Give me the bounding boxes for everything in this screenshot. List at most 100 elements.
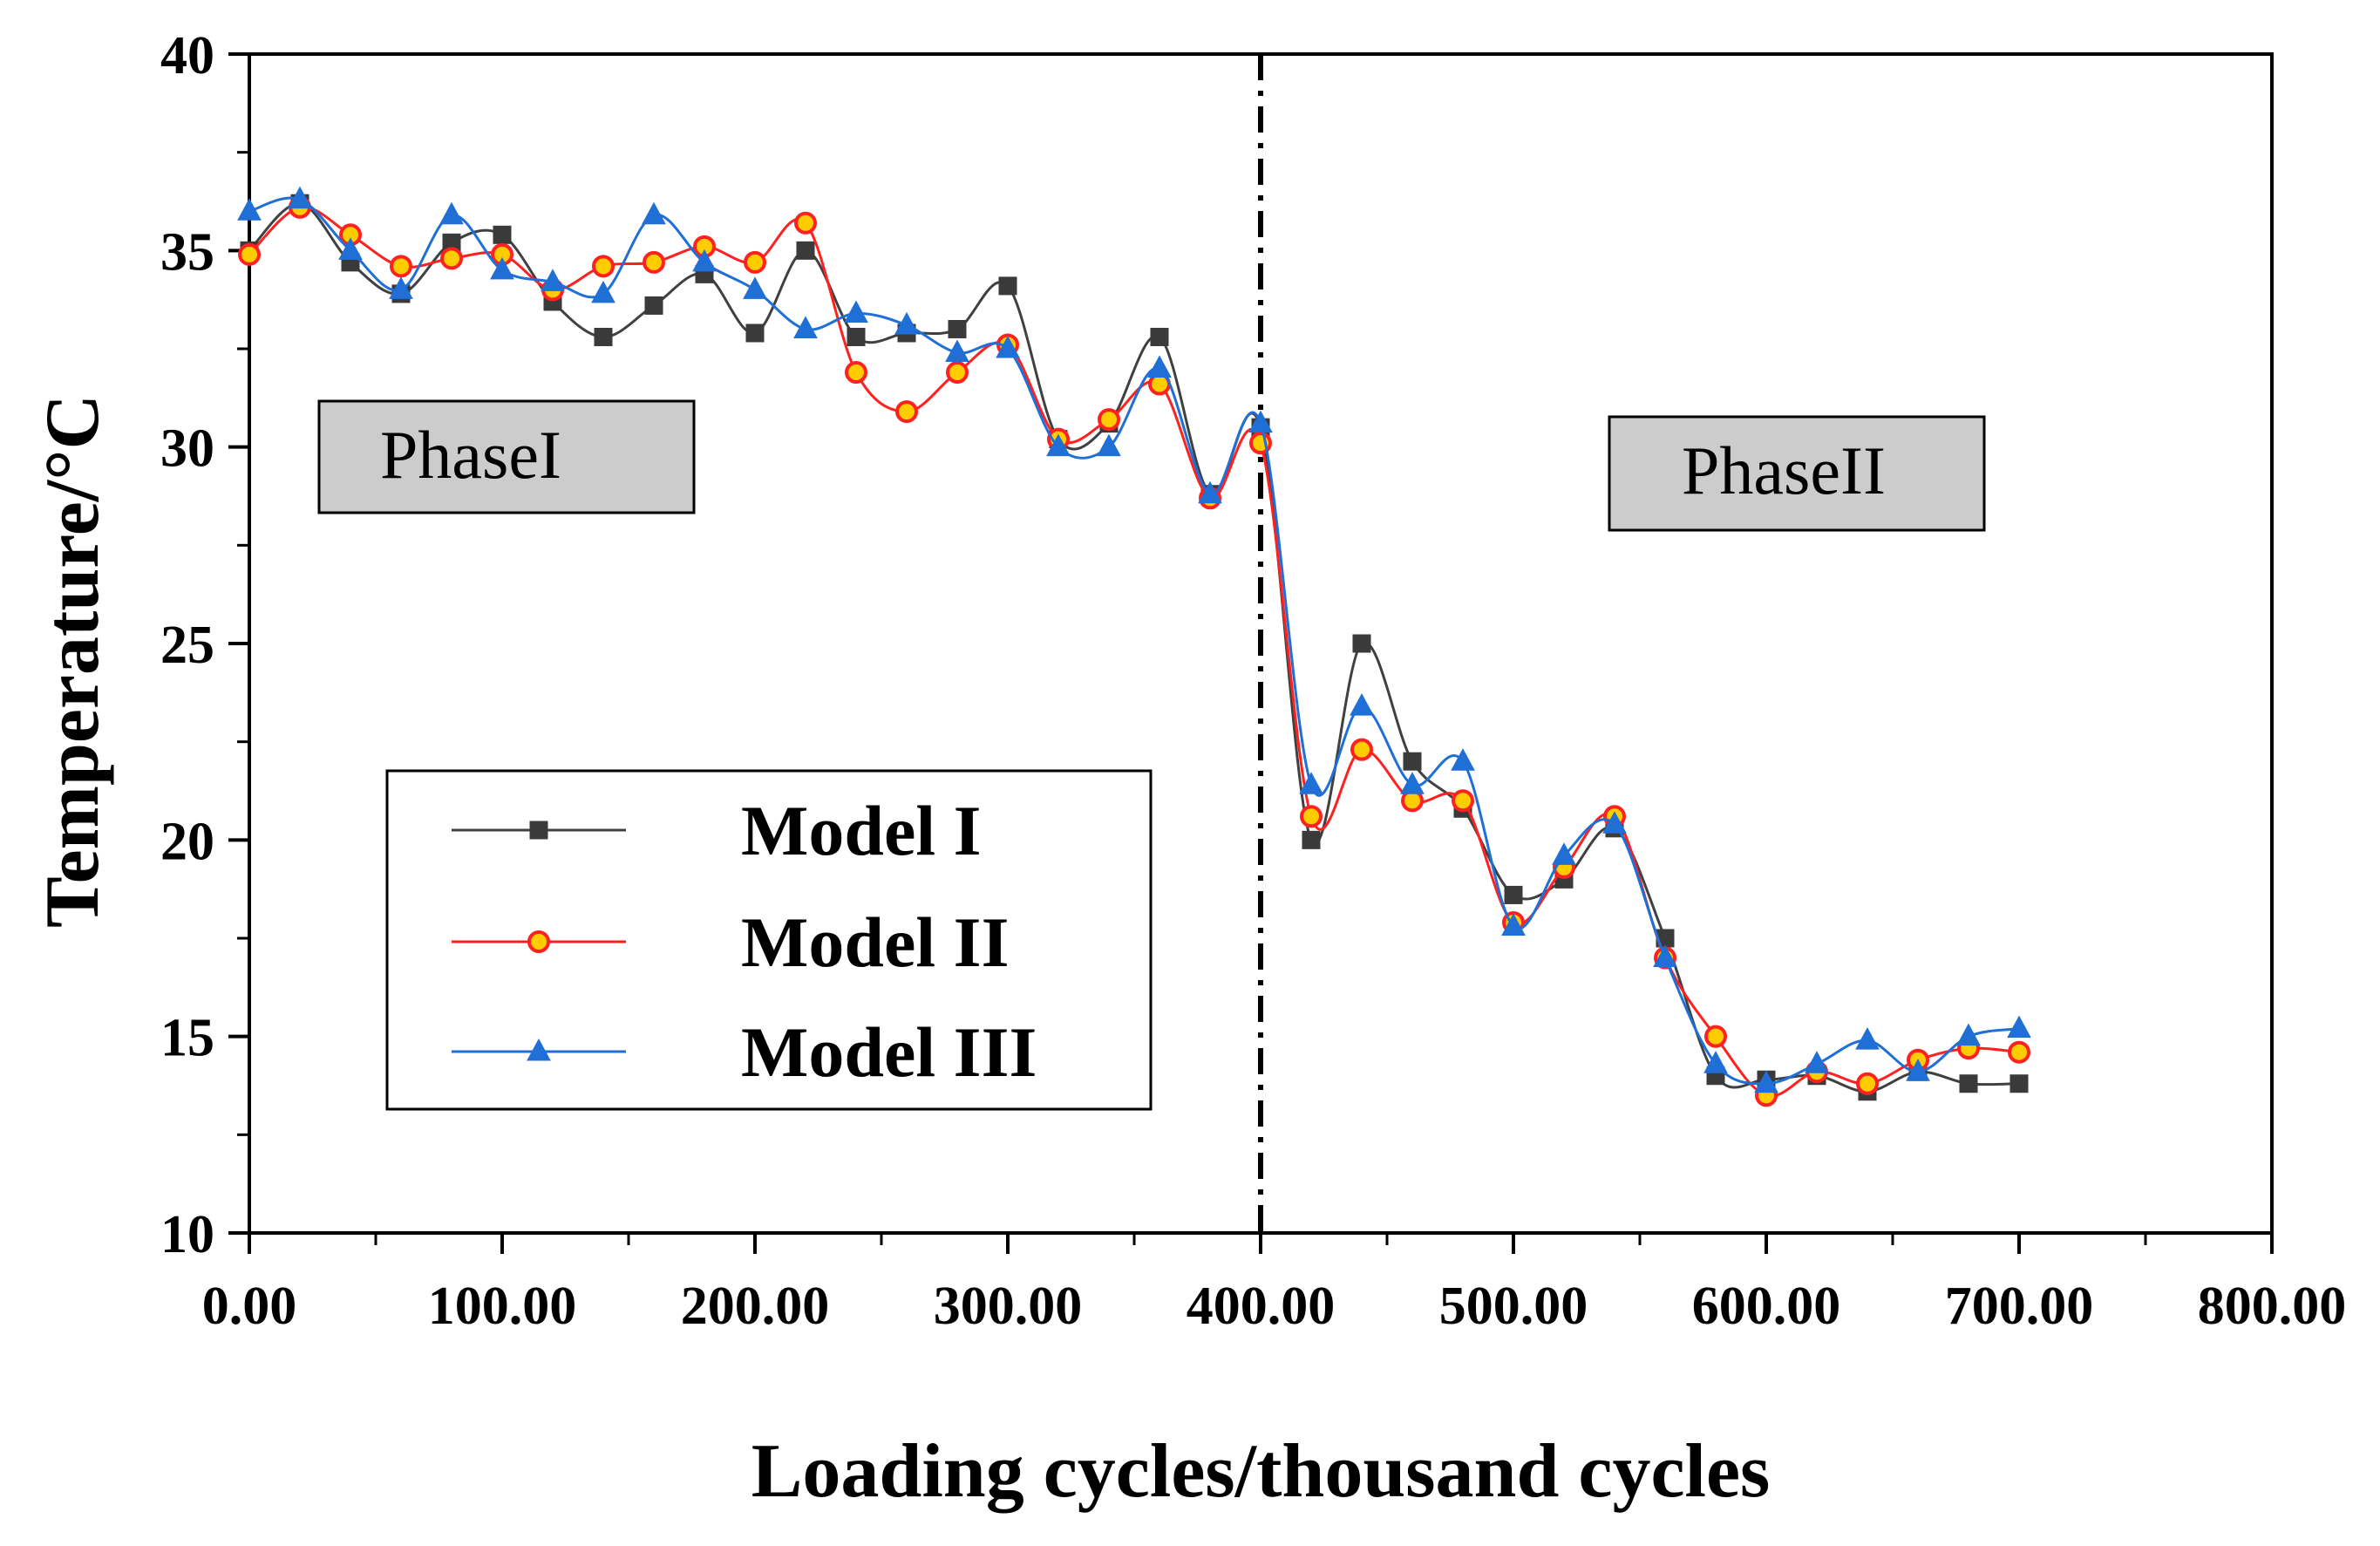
model-ii-point — [1098, 408, 1120, 432]
model-iii-point — [1602, 811, 1627, 834]
model-ii-point — [440, 247, 463, 270]
y-tick-label: 30 — [160, 419, 214, 479]
model-iii-point — [1653, 944, 1677, 968]
model-iii-point — [2007, 1015, 2031, 1039]
model-iii-point — [1754, 1070, 1778, 1093]
phase-2-background — [1608, 415, 1986, 532]
model-iii-point — [1198, 480, 1222, 504]
model-iii-point — [439, 201, 464, 225]
model-iii-point — [541, 269, 565, 291]
y-tick-label: 25 — [160, 616, 214, 675]
model-iii-point — [1147, 355, 1172, 378]
model-i-point — [1959, 1074, 1978, 1093]
legend-swatch-marker — [529, 821, 548, 840]
phase-1-label: PhaseI — [380, 417, 561, 493]
model-iii-point — [1805, 1051, 1829, 1073]
model-i-point — [1150, 327, 1169, 346]
y-tick-label: 10 — [160, 1205, 214, 1264]
model-iii-point — [844, 300, 868, 323]
legend-swatch-marker — [527, 1038, 551, 1061]
x-tick-label: 300.00 — [934, 1277, 1083, 1336]
model-ii-point — [1350, 738, 1373, 761]
model-iii-point — [1501, 913, 1526, 936]
model-iii-point — [945, 339, 969, 363]
model-iii-point — [1703, 1051, 1728, 1073]
legend-label: Model III — [741, 1012, 1037, 1092]
model-iii-point — [743, 276, 767, 299]
model-iii-point — [692, 249, 717, 272]
phase-2-box: PhaseII — [1608, 415, 1986, 532]
model-i-point — [847, 327, 866, 346]
x-axis-title: Loading cycles/thousand cycles — [751, 1429, 1771, 1514]
legend-swatch-marker — [527, 930, 550, 953]
model-iii-point — [1350, 693, 1374, 716]
model-i-point — [1504, 885, 1523, 904]
model-ii-point — [592, 255, 615, 278]
y-tick-label: 40 — [160, 26, 214, 85]
model-ii-point — [946, 361, 969, 385]
model-ii-point — [1704, 1025, 1727, 1048]
model-ii-point — [238, 242, 261, 266]
x-tick-label: 400.00 — [1187, 1277, 1336, 1336]
x-tick-label: 700.00 — [1945, 1277, 2094, 1336]
y-tick-label: 15 — [160, 1009, 214, 1068]
model-iii-point — [1552, 842, 1576, 865]
phase-1-background — [317, 399, 696, 514]
model-i-point — [1302, 830, 1321, 849]
model-iii-point — [1451, 748, 1475, 771]
model-ii-point — [1856, 1072, 1879, 1095]
model-iii-point — [1906, 1059, 1930, 1081]
y-tick-label: 35 — [160, 222, 214, 282]
model-iii-series — [237, 186, 2031, 1093]
axes: 0.00 100.00 200.00 300.00 400.00 500.00 600.00… — [160, 26, 2346, 1336]
model-i-point — [644, 296, 663, 315]
model-iii-point — [237, 198, 262, 221]
model-iii-point — [1046, 433, 1071, 457]
model-i-point — [948, 319, 967, 338]
phase-2-label: PhaseII — [1682, 432, 1886, 508]
model-ii-point — [2008, 1040, 2030, 1064]
model-iii-point — [490, 256, 514, 280]
model-ii-point — [794, 211, 817, 235]
model-iii-point — [1400, 772, 1425, 794]
model-iii-point — [996, 335, 1020, 358]
x-tick-label: 600.00 — [1692, 1277, 1841, 1336]
x-tick-label: 100.00 — [428, 1277, 577, 1336]
model-iii-point — [591, 280, 615, 303]
legend-label: Model II — [741, 902, 1010, 982]
y-axis-title: Temperature/°C — [31, 394, 115, 928]
x-tick-label: 500.00 — [1439, 1277, 1588, 1336]
model-iii-point — [894, 311, 919, 335]
phase-annotations: PhaseI PhaseII — [317, 399, 1986, 532]
phase-1-box: PhaseI — [317, 399, 696, 514]
model-ii-point — [895, 400, 918, 424]
model-i-point — [796, 241, 815, 260]
model-i-point — [1352, 634, 1371, 653]
model-iii-point — [1248, 410, 1273, 433]
model-iii-point — [288, 186, 312, 209]
model-ii-point — [1300, 805, 1323, 828]
legend-entry-model-i: Model I — [452, 791, 982, 870]
axis-titles: Loading cycles/thousand cycles Temperatur… — [31, 394, 1770, 1514]
model-ii-point — [643, 250, 665, 274]
model-ii-point — [1452, 789, 1474, 813]
model-iii-point — [1299, 772, 1323, 794]
model-iii-point — [1956, 1023, 1981, 1046]
model-i-point — [1403, 752, 1422, 771]
legend: Model I Model II Model III — [385, 769, 1153, 1111]
model-i-point — [2009, 1074, 2029, 1093]
model-i-point — [594, 327, 613, 346]
legend-label: Model I — [741, 791, 982, 870]
legend-entry-model-iii: Model III — [452, 1012, 1037, 1092]
series-group — [237, 186, 2031, 1107]
model-i-point — [493, 225, 512, 244]
x-tick-label: 200.00 — [681, 1277, 830, 1336]
model-ii-point — [390, 255, 412, 278]
model-iii-point — [642, 201, 666, 225]
model-iii-point — [389, 276, 413, 299]
model-iii-point — [338, 237, 363, 260]
y-tick-label: 20 — [160, 812, 214, 871]
model-iii-point — [1855, 1027, 1880, 1050]
model-iii-point — [1097, 433, 1121, 457]
